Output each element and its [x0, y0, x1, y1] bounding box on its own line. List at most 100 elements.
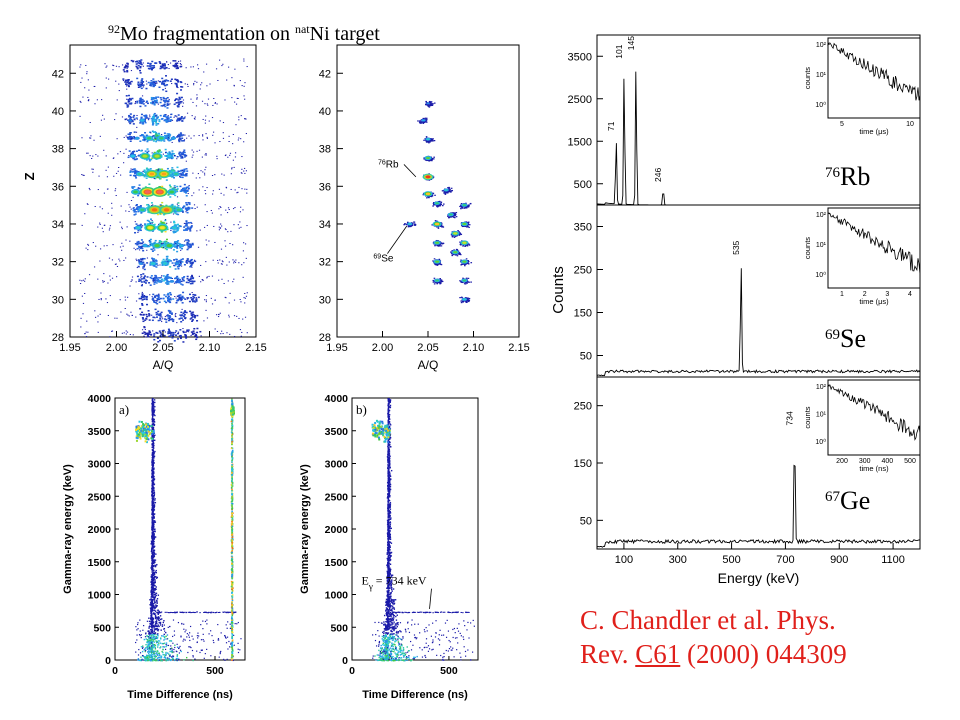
pid-count [164, 87, 167, 89]
pid-count [186, 277, 189, 280]
pid-count [187, 331, 190, 333]
pid-count [192, 66, 195, 68]
pid-island [435, 241, 440, 244]
pid-count [103, 118, 105, 120]
pid-count [157, 96, 160, 98]
pid-count [411, 224, 414, 226]
pid-count [144, 295, 147, 298]
pid-count [164, 137, 167, 140]
pid-count [157, 171, 160, 173]
pid-count [183, 174, 186, 176]
pid-count [246, 292, 248, 294]
coincidence-point [154, 588, 156, 591]
pid-count [165, 260, 168, 263]
pid-count [153, 102, 156, 105]
pid-count [138, 154, 141, 157]
pid-count [159, 314, 162, 317]
pid-count [178, 294, 181, 297]
pid-count [129, 285, 131, 287]
pid-count [126, 67, 128, 69]
pid-count [206, 85, 208, 87]
pid-count [153, 333, 156, 335]
pid-count [437, 263, 440, 265]
pid-count [455, 211, 458, 214]
pid-count [206, 137, 209, 139]
pid-count [95, 245, 97, 247]
coincidence-point [165, 642, 168, 644]
pid-count [147, 81, 150, 84]
pid-count [183, 151, 186, 154]
pid-count [462, 263, 464, 265]
pid-count [191, 320, 194, 322]
pid-count [151, 130, 154, 132]
pid-count [431, 138, 434, 140]
pid-count [180, 116, 183, 118]
pid-count [175, 258, 178, 261]
pid-count [102, 231, 104, 233]
pid-count [153, 100, 156, 103]
coincidence-point [145, 632, 147, 634]
pid-count [439, 245, 441, 247]
pid-count [450, 187, 453, 189]
coincidence-point [149, 643, 152, 645]
pid-count [132, 168, 135, 171]
pid-count [146, 333, 149, 336]
pid-count [186, 260, 189, 262]
pid-hotspot [159, 137, 164, 140]
pid-count [122, 78, 125, 80]
pid-count [175, 102, 178, 104]
pid-count [180, 258, 183, 261]
pid-hotspot [144, 190, 151, 194]
pid-count [161, 275, 163, 277]
pid-count [174, 65, 177, 68]
pid-island [462, 260, 467, 263]
pid-count [79, 283, 82, 285]
pid-count [208, 240, 210, 242]
pid-count [205, 115, 207, 117]
pid-count [134, 103, 136, 105]
pid-count [158, 293, 160, 295]
pid-count [133, 60, 135, 62]
pid-count [119, 260, 121, 262]
pid-count [223, 174, 225, 176]
pid-count [162, 242, 164, 244]
pid-count [433, 102, 436, 104]
pid-count [466, 245, 469, 247]
pid-count [182, 328, 184, 330]
pid-count [460, 264, 463, 266]
pid-count [190, 276, 193, 278]
pid-count [87, 96, 89, 98]
pid-count [169, 332, 171, 334]
pid-count [141, 291, 143, 293]
pid-count [109, 275, 111, 277]
pid-count [183, 240, 186, 242]
pid-count [176, 166, 179, 169]
pid-count [404, 223, 406, 225]
pid-count [224, 228, 227, 230]
pid-count [171, 141, 173, 143]
pid-count [186, 244, 189, 246]
pid-count [428, 102, 431, 104]
pid-count [169, 119, 172, 121]
pid-count [182, 331, 185, 334]
pid-count [246, 332, 248, 334]
pid-count [179, 225, 181, 227]
pid-count [129, 170, 132, 172]
pid-count [176, 295, 179, 298]
pid-count [94, 103, 96, 105]
pid-count [172, 333, 175, 336]
pid-count [137, 86, 140, 88]
pid-count [138, 249, 141, 251]
pid-count [176, 266, 179, 268]
pid-island [462, 298, 467, 301]
pid-count [102, 280, 104, 282]
pid-island [425, 175, 431, 179]
pid-count [172, 153, 175, 155]
pid-count [467, 222, 469, 224]
pid-count [175, 334, 178, 336]
pid-count [194, 294, 197, 296]
pid-count [181, 156, 183, 158]
pid-count [181, 86, 184, 88]
y-tick-label: 36 [319, 181, 331, 193]
pid-hotspot [169, 190, 174, 194]
